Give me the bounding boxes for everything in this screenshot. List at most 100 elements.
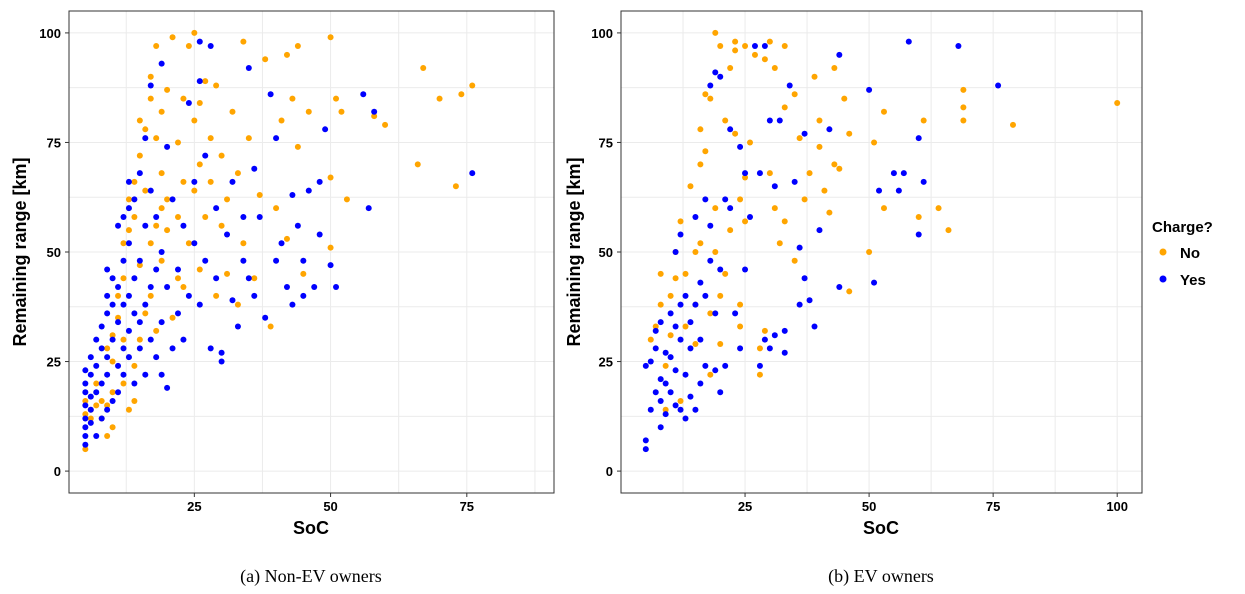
data-point-yes <box>697 279 704 286</box>
data-point-yes <box>82 441 89 448</box>
legend-no-label: No <box>1180 245 1200 262</box>
data-point-no <box>158 205 165 212</box>
data-point-no <box>756 371 763 378</box>
data-point-yes <box>712 367 719 374</box>
data-point-no <box>816 117 823 124</box>
data-point-yes <box>213 275 220 282</box>
data-point-yes <box>836 51 843 58</box>
data-point-yes <box>185 100 192 107</box>
data-point-yes <box>147 187 154 194</box>
data-point-no <box>327 174 334 181</box>
data-point-yes <box>371 108 378 115</box>
data-point-yes <box>82 415 89 422</box>
data-point-yes <box>920 178 927 185</box>
y-tick-label: 100 <box>39 26 61 41</box>
data-point-no <box>273 205 280 212</box>
data-point-yes <box>273 135 280 142</box>
data-point-yes <box>732 310 739 317</box>
data-point-yes <box>687 319 694 326</box>
data-point-no <box>125 196 132 203</box>
data-point-yes <box>657 319 664 326</box>
data-point-yes <box>712 310 719 317</box>
data-point-yes <box>727 205 734 212</box>
data-point-yes <box>82 433 89 440</box>
data-point-no <box>791 257 798 264</box>
data-point-no <box>174 275 181 282</box>
panel-non-ev-owners: 25 50 75 0 25 50 75 100 SoC Remaining range [km… <box>10 10 555 587</box>
data-point-yes <box>692 301 699 308</box>
data-point-yes <box>915 231 922 238</box>
data-point-no <box>452 183 459 190</box>
panel-b-caption: (b) EV owners <box>828 566 934 587</box>
data-point-yes <box>240 257 247 264</box>
data-point-yes <box>300 292 307 299</box>
data-point-no <box>93 402 100 409</box>
panel-ev-owners: 25 50 75 100 0 25 50 75 100 SoC Remaining range … <box>564 10 1143 587</box>
data-point-yes <box>657 424 664 431</box>
data-point-yes <box>662 380 669 387</box>
data-point-yes <box>131 275 138 282</box>
data-point-no <box>831 64 838 71</box>
data-point-no <box>697 161 704 168</box>
data-point-no <box>283 51 290 58</box>
x-tick-label: 75 <box>986 499 1000 514</box>
data-point-no <box>191 29 198 36</box>
data-point-no <box>234 170 241 177</box>
data-point-yes <box>727 126 734 133</box>
data-point-no <box>136 117 143 124</box>
data-point-no <box>717 341 724 348</box>
data-point-no <box>672 275 679 282</box>
data-point-yes <box>737 143 744 150</box>
data-point-yes <box>131 196 138 203</box>
data-point-yes <box>131 310 138 317</box>
data-point-yes <box>667 310 674 317</box>
data-point-no <box>207 135 214 142</box>
data-point-yes <box>702 362 709 369</box>
data-point-yes <box>142 222 149 229</box>
data-point-no <box>158 257 165 264</box>
data-point-yes <box>652 327 659 334</box>
data-point-yes <box>125 205 132 212</box>
data-point-no <box>240 38 247 45</box>
y-tick-label: 100 <box>591 26 613 41</box>
data-point-yes <box>104 310 111 317</box>
data-point-no <box>866 249 873 255</box>
data-point-yes <box>766 345 773 352</box>
panel-b-y-axis-title: Remaining range [km] <box>564 157 584 346</box>
data-point-no <box>960 86 967 93</box>
data-point-no <box>657 301 664 308</box>
data-point-yes <box>267 91 274 98</box>
data-point-no <box>240 240 247 247</box>
data-point-yes <box>174 310 181 317</box>
data-point-no <box>207 178 214 185</box>
data-point-yes <box>164 143 171 150</box>
data-point-yes <box>316 231 323 238</box>
data-point-yes <box>202 257 209 264</box>
data-point-no <box>781 104 788 111</box>
data-point-yes <box>98 415 105 422</box>
data-point-yes <box>104 266 111 273</box>
data-point-no <box>687 183 694 190</box>
data-point-yes <box>365 205 372 212</box>
data-point-yes <box>93 389 100 396</box>
data-point-yes <box>905 38 912 45</box>
legend-yes-marker <box>1159 275 1167 283</box>
data-point-yes <box>82 389 89 396</box>
data-point-no <box>305 108 312 115</box>
data-point-yes <box>115 362 122 369</box>
data-point-no <box>722 270 729 277</box>
data-point-no <box>766 38 773 45</box>
data-point-no <box>109 424 116 431</box>
data-point-yes <box>801 130 808 137</box>
data-point-yes <box>305 187 312 194</box>
data-point-yes <box>677 406 684 413</box>
panel-b-x-axis-title: SoC <box>863 518 899 538</box>
data-point-no <box>131 362 138 369</box>
data-point-no <box>831 161 838 168</box>
data-point-yes <box>251 292 258 299</box>
data-point-yes <box>672 323 679 330</box>
data-point-no <box>846 288 853 295</box>
data-point-yes <box>642 437 649 444</box>
data-point-yes <box>174 266 181 273</box>
